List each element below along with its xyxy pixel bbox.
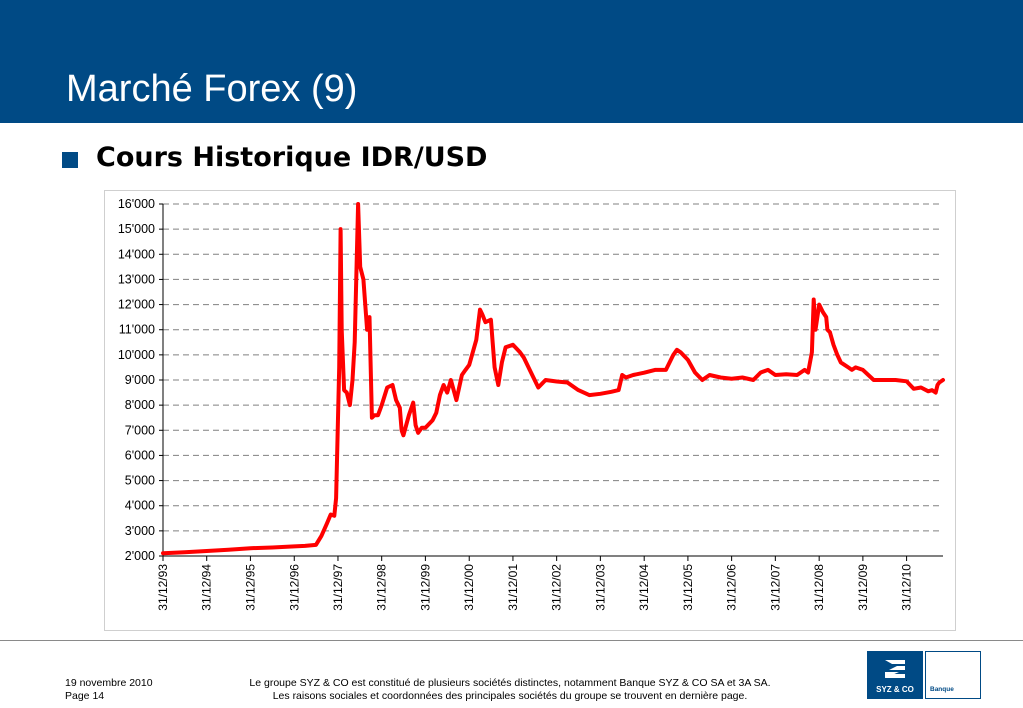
footer-disclaimer-line-2: Les raisons sociales et coordonnées des … <box>272 690 748 702</box>
x-tick-label: 31/12/01 <box>506 564 520 611</box>
syz-logo: SYZ & CO Banque <box>867 651 981 699</box>
header-bar <box>0 0 1023 123</box>
section-heading: Cours Historique IDR/USD <box>96 142 488 173</box>
y-tick-label: 9'000 <box>125 373 155 387</box>
y-tick-label: 8'000 <box>125 398 155 412</box>
x-tick-label: 31/12/94 <box>200 564 214 611</box>
y-tick-label: 3'000 <box>125 524 155 538</box>
y-tick-label: 12'000 <box>118 298 155 312</box>
y-tick-label: 2'000 <box>125 549 155 563</box>
footer-disclaimer-line-1: Le groupe SYZ & CO est constitué de plus… <box>249 677 771 689</box>
slide-title: Marché Forex (9) <box>66 68 358 110</box>
logo-text: SYZ & CO <box>876 685 914 694</box>
y-tick-label: 11'000 <box>119 323 155 337</box>
footer-divider <box>0 640 1023 641</box>
x-tick-label: 31/12/03 <box>593 564 607 611</box>
x-tick-label: 31/12/08 <box>812 564 826 611</box>
axes <box>159 203 943 561</box>
x-tick-label: 31/12/10 <box>900 564 914 611</box>
footer-page-number: Page 14 <box>65 690 105 702</box>
footer-date: 19 novembre 2010 <box>65 677 153 689</box>
y-tick-label: 14'000 <box>118 247 155 261</box>
y-tick-label: 5'000 <box>125 474 155 488</box>
y-tick-label: 7'000 <box>125 423 155 437</box>
y-tick-label: 10'000 <box>118 348 155 362</box>
y-tick-label: 13'000 <box>118 272 155 286</box>
grid-lines <box>163 203 943 532</box>
syz-logo-icon <box>885 660 905 678</box>
idr-usd-line-chart: 2'000 3'000 4'000 5'000 6'000 7'000 8'000 9'000… <box>118 197 945 611</box>
section-bullet-icon <box>62 152 78 168</box>
x-tick-label: 31/12/96 <box>287 564 301 611</box>
series-layer <box>161 202 945 556</box>
logo-sub-panel: Banque <box>925 651 981 699</box>
chart-frame: 2'000 3'000 4'000 5'000 6'000 7'000 8'000 9'000… <box>104 190 956 631</box>
y-tick-label: 4'000 <box>125 499 155 513</box>
x-tick-label: 31/12/04 <box>637 564 651 611</box>
y-tick-labels: 2'000 3'000 4'000 5'000 6'000 7'000 8'000 9'000… <box>118 197 155 563</box>
series-line-idr-usd <box>161 202 945 556</box>
y-tick-label: 6'000 <box>125 448 155 462</box>
logo-mark-panel: SYZ & CO <box>867 651 923 699</box>
x-tick-label: 31/12/09 <box>856 564 870 611</box>
x-tick-label: 31/12/05 <box>681 564 695 611</box>
x-tick-label: 31/12/00 <box>462 564 476 611</box>
y-tick-label: 16'000 <box>118 197 155 211</box>
logo-sub-text: Banque <box>930 686 954 693</box>
x-tick-label: 31/12/93 <box>156 564 170 611</box>
x-tick-label: 31/12/99 <box>418 564 432 611</box>
x-tick-labels: 31/12/93 31/12/94 31/12/95 31/12/96 31/12/97… <box>156 564 914 611</box>
y-tick-label: 15'000 <box>118 222 155 236</box>
x-tick-label: 31/12/02 <box>550 564 564 611</box>
x-tick-label: 31/12/98 <box>375 564 389 611</box>
x-tick-label: 31/12/95 <box>243 564 257 611</box>
x-tick-label: 31/12/06 <box>725 564 739 611</box>
x-tick-label: 31/12/97 <box>331 564 345 611</box>
x-tick-label: 31/12/07 <box>768 564 782 611</box>
